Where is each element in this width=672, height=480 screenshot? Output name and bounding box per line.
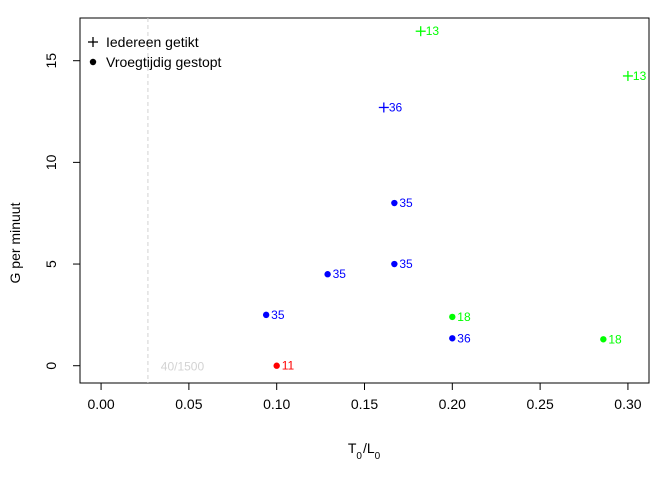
x-tick-label: 0.05: [175, 396, 202, 412]
data-point-plus: [622, 70, 633, 81]
data-point-dot: [273, 362, 280, 369]
x-tick-label: 0.20: [439, 396, 466, 412]
data-point-label: 36: [457, 331, 471, 345]
x-tick-label: 0.10: [263, 396, 290, 412]
legend: Iedereen getikt Vroegtijdig gestopt: [88, 34, 222, 70]
x-tick-label: 0.30: [614, 396, 641, 412]
data-point-label: 35: [333, 267, 347, 281]
axes: 0.00 0.05 0.10 0.15 0.20 0.25 0.30 0 5 10 15: [43, 53, 642, 412]
y-tick-label: 10: [43, 154, 59, 170]
data-point-dot: [391, 199, 398, 207]
data-point-dot: [449, 335, 456, 342]
x-tick-label: 0.25: [526, 396, 553, 412]
data-point-label: 35: [399, 196, 413, 210]
y-tick-label: 15: [43, 53, 59, 69]
data-point-dot: [391, 260, 398, 268]
data-point-dot: [262, 311, 270, 319]
plot-frame: [79, 17, 650, 384]
y-tick-label: 0: [43, 362, 59, 370]
x-axis-label: T0/L0: [348, 440, 381, 462]
data-point-dot: [600, 336, 607, 343]
x-tick-label: 0.00: [87, 396, 114, 412]
data-point-label: 13: [633, 69, 647, 83]
data-point-label: 35: [399, 257, 413, 271]
data-point-plus: [378, 102, 389, 113]
reference-line-group: 40/1500: [147, 18, 205, 383]
data-points: 13 13 36 35 35 35 35 18 36 18 11: [262, 24, 647, 373]
x-tick-label: 0.15: [351, 396, 378, 412]
data-point-plus: [415, 26, 426, 37]
y-tick-label: 5: [43, 260, 59, 268]
data-point-label: 18: [608, 332, 622, 346]
data-point-label: 35: [271, 308, 285, 322]
legend-plus-symbol: [88, 37, 98, 47]
legend-label-dot: Vroegtijdig gestopt: [106, 54, 222, 70]
legend-label-plus: Iedereen getikt: [106, 34, 199, 50]
data-point-label: 13: [426, 24, 440, 38]
data-point-label: 11: [282, 359, 295, 373]
data-point-dot: [449, 313, 456, 321]
data-point-label: 18: [457, 310, 471, 324]
reference-line-label: 40/1500: [161, 360, 205, 374]
data-point-label: 36: [389, 100, 403, 114]
data-point-dot: [324, 271, 331, 278]
y-axis-label: G per minuut: [7, 202, 23, 283]
legend-dot-symbol: [89, 58, 97, 66]
